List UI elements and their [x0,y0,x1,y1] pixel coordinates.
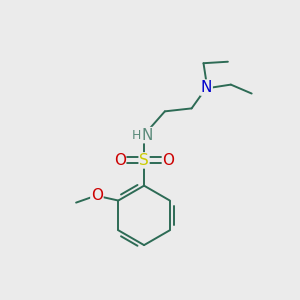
Text: O: O [162,153,174,168]
Text: O: O [114,153,126,168]
Text: S: S [139,153,149,168]
Text: H: H [132,129,141,142]
Text: N: N [141,128,153,142]
Text: O: O [91,188,103,203]
Text: N: N [201,80,212,95]
